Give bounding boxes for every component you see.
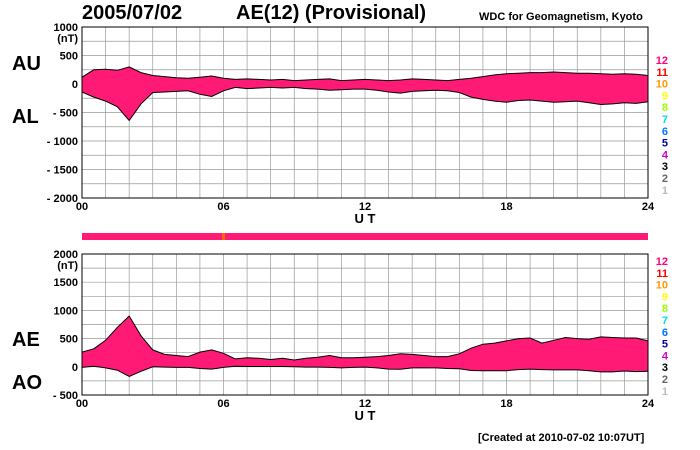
station-count-9: 9	[662, 291, 668, 303]
panel-1: 1000 500 0 - 500 - 1000 - 1500 - 2000 (nT) 00 06 1…	[12, 22, 669, 226]
series-line-ao	[81, 365, 649, 377]
status-bar-marker	[222, 233, 225, 240]
station-count-7: 7	[662, 114, 668, 126]
y-tick-label: - 500	[53, 390, 78, 402]
station-count-8: 8	[662, 102, 668, 114]
x-tick-label: 12	[359, 398, 371, 410]
station-count-2: 2	[662, 374, 668, 386]
y-tick-label: - 1500	[47, 165, 78, 177]
x-axis-label: U T	[355, 408, 376, 423]
status-bar-fill	[82, 233, 648, 240]
plot-frame	[81, 26, 649, 199]
plot-frame	[81, 253, 649, 396]
y-unit-label: (nT)	[57, 33, 78, 45]
series-label-au: AU	[12, 53, 41, 75]
y-tick-label: 500	[60, 51, 78, 63]
series-label-al: AL	[12, 106, 39, 128]
station-count-11: 11	[656, 67, 668, 79]
station-count-10: 10	[656, 280, 668, 292]
y-tick-label: 1500	[54, 277, 78, 289]
x-tick-label: 18	[500, 398, 512, 410]
station-status-bar	[82, 233, 648, 240]
station-count-3: 3	[662, 362, 668, 374]
creation-timestamp: [Created at 2010-07-02 10:07UT]	[478, 432, 645, 444]
series-line-ae	[81, 315, 649, 361]
series-label-ae: AE	[12, 329, 40, 351]
y-tick-label: 1000	[54, 305, 78, 317]
series-line-au	[81, 66, 649, 82]
plot-title: AE(12) (Provisional)	[236, 2, 427, 24]
x-tick-label: 06	[217, 398, 229, 410]
station-count-7: 7	[662, 315, 668, 327]
y-tick-label: - 500	[53, 108, 78, 120]
station-count-8: 8	[662, 303, 668, 315]
station-count-6: 6	[662, 327, 668, 339]
station-count-2: 2	[662, 173, 668, 185]
y-tick-label: 2000	[54, 249, 78, 261]
station-count-10: 10	[656, 79, 668, 91]
x-tick-label: 00	[76, 201, 88, 213]
x-axis-label: U T	[355, 211, 376, 226]
y-tick-label: 1000	[54, 22, 78, 34]
station-count-1: 1	[662, 386, 668, 398]
x-tick-label: 06	[217, 201, 229, 213]
y-tick-label: 0	[72, 362, 78, 374]
station-count-12: 12	[656, 55, 668, 67]
data-source: WDC for Geomagnetism, Kyoto	[479, 11, 643, 23]
station-count-4: 4	[662, 350, 669, 362]
station-count-6: 6	[662, 126, 668, 138]
station-count-4: 4	[662, 149, 669, 161]
index-band-fill	[82, 316, 648, 377]
station-count-11: 11	[656, 268, 668, 280]
index-band-fill	[82, 66, 648, 121]
station-count-12: 12	[656, 256, 668, 268]
y-tick-label: 500	[60, 334, 78, 346]
y-tick-label: - 2000	[47, 193, 78, 205]
x-tick-label: 18	[500, 201, 512, 213]
station-count-5: 5	[662, 339, 668, 351]
series-label-ao: AO	[12, 372, 42, 394]
x-tick-label: 12	[359, 201, 371, 213]
y-tick-label: 0	[72, 79, 78, 91]
plot-date: 2005/07/02	[82, 2, 183, 24]
station-count-9: 9	[662, 90, 668, 102]
y-tick-label: - 1000	[47, 136, 78, 148]
series-line-al	[81, 86, 649, 122]
station-count-5: 5	[662, 138, 668, 150]
station-count-1: 1	[662, 185, 668, 197]
station-count-3: 3	[662, 161, 668, 173]
x-tick-label: 24	[642, 201, 655, 213]
x-tick-label: 00	[76, 398, 88, 410]
x-tick-label: 24	[642, 398, 655, 410]
y-unit-label: (nT)	[57, 260, 78, 272]
